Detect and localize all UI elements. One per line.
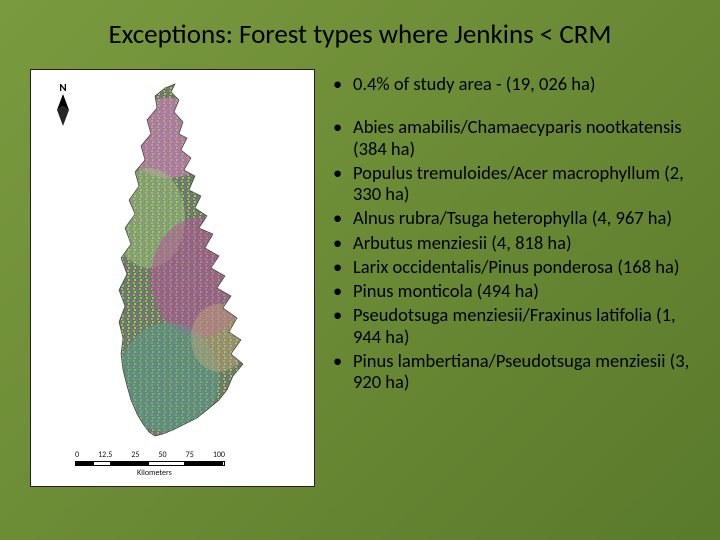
- bullet-icon: •: [333, 256, 353, 277]
- scale-tick: 75: [186, 450, 194, 460]
- scale-ticks: 0 12.5 25 50 75 100: [75, 450, 225, 460]
- bullet-icon: •: [333, 350, 353, 393]
- scale-seg: [222, 461, 225, 466]
- content-row: N: [30, 69, 690, 487]
- bullet-icon: •: [333, 73, 353, 94]
- scale-tick: 0: [75, 450, 79, 460]
- item-text: Abies amabilis/Chamaecyparis nootkatensi…: [353, 116, 690, 159]
- item-text: Pinus monticola (494 ha): [353, 280, 690, 301]
- scale-seg: [185, 461, 222, 466]
- item-text: Pseudotsuga menziesii/Fraxinus latifolia…: [353, 304, 690, 347]
- bullet-icon: •: [333, 207, 353, 228]
- list-item: •Abies amabilis/Chamaecyparis nootkatens…: [333, 116, 690, 159]
- scale-tick: 25: [131, 450, 139, 460]
- item-text: Pinus lambertiana/Pseudotsuga menziesii …: [353, 350, 690, 393]
- species-list: •Abies amabilis/Chamaecyparis nootkatens…: [333, 116, 690, 392]
- map-region: [79, 78, 279, 448]
- scale-segments: [75, 461, 225, 466]
- item-text: Populus tremuloides/Acer macrophyllum (2…: [353, 162, 690, 205]
- scale-seg: [148, 461, 185, 466]
- scale-bar: 0 12.5 25 50 75 100 Kilometers: [75, 450, 255, 476]
- list-item: •Populus tremuloides/Acer macrophyllum (…: [333, 162, 690, 205]
- scale-tick: 12.5: [98, 450, 112, 460]
- text-panel: • 0.4% of study area - (19, 026 ha) •Abi…: [333, 69, 690, 487]
- summary-line: • 0.4% of study area - (19, 026 ha): [333, 73, 690, 94]
- slide: Exceptions: Forest types where Jenkins <…: [0, 0, 720, 540]
- scale-seg: [111, 461, 148, 466]
- list-item: •Pseudotsuga menziesii/Fraxinus latifoli…: [333, 304, 690, 347]
- bullet-icon: •: [333, 232, 353, 253]
- summary-text: 0.4% of study area - (19, 026 ha): [353, 73, 595, 94]
- scale-tick: 50: [159, 450, 167, 460]
- list-item: •Pinus monticola (494 ha): [333, 280, 690, 301]
- scale-seg: [75, 461, 93, 466]
- bullet-icon: •: [333, 116, 353, 159]
- list-item: •Larix occidentalis/Pinus ponderosa (168…: [333, 256, 690, 277]
- list-item: •Pinus lambertiana/Pseudotsuga menziesii…: [333, 350, 690, 393]
- item-text: Larix occidentalis/Pinus ponderosa (168 …: [353, 256, 690, 277]
- bullet-icon: •: [333, 162, 353, 205]
- compass-n: N: [59, 81, 66, 94]
- list-item: •Arbutus menziesii (4, 818 ha): [333, 232, 690, 253]
- scale-tick: 100: [213, 450, 225, 460]
- item-text: Alnus rubra/Tsuga heterophylla (4, 967 h…: [353, 207, 690, 228]
- scale-seg: [93, 461, 111, 466]
- compass-icon: N: [45, 80, 81, 130]
- item-text: Arbutus menziesii (4, 818 ha): [353, 232, 690, 253]
- bullet-icon: •: [333, 304, 353, 347]
- scale-unit: Kilometers: [137, 468, 255, 478]
- slide-title: Exceptions: Forest types where Jenkins <…: [30, 18, 690, 51]
- map-panel: N: [30, 69, 315, 487]
- bullet-icon: •: [333, 280, 353, 301]
- list-item: •Alnus rubra/Tsuga heterophylla (4, 967 …: [333, 207, 690, 228]
